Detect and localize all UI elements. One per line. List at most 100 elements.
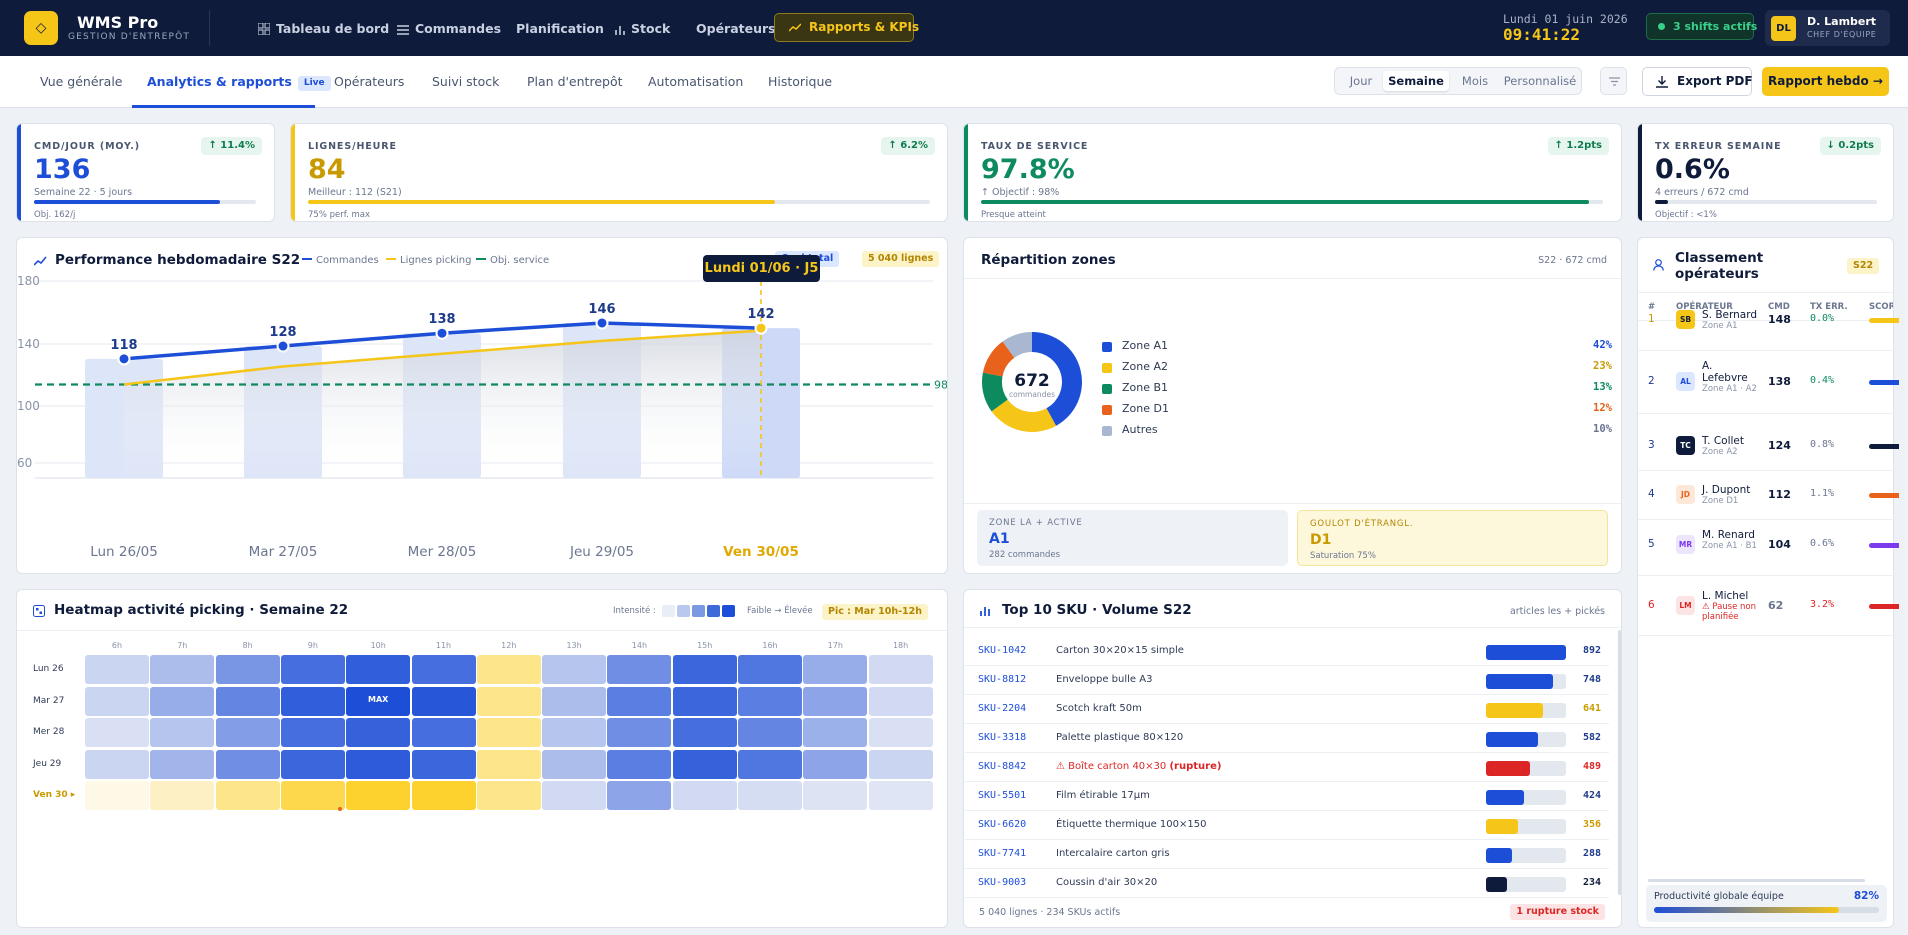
table-row[interactable]: SKU-9003 Coussin d'air 30×20 234	[965, 869, 1609, 898]
op-name[interactable]: S. Bernard	[1702, 309, 1758, 321]
heatmap-cell[interactable]	[672, 749, 737, 779]
heatmap-cell[interactable]: MAX	[346, 686, 411, 716]
heatmap-cell[interactable]	[868, 655, 933, 684]
shifts-badge[interactable]: 3 shifts actifs	[1646, 13, 1757, 40]
heatmap-cell[interactable]	[542, 749, 607, 779]
nav-planning[interactable]: Planification	[516, 16, 604, 42]
heatmap-cell[interactable]	[803, 718, 868, 747]
heatmap-cell[interactable]	[215, 686, 280, 716]
heatmap-cell[interactable]	[215, 655, 280, 684]
table-row[interactable]: SKU-8842 ⚠ Boîte carton 40×30 (rupture) 48…	[965, 753, 1609, 782]
point-commandes[interactable]	[595, 316, 609, 330]
op-name[interactable]: L. Michel	[1702, 590, 1749, 602]
heatmap-cell[interactable]	[738, 749, 802, 779]
table-row[interactable]: SKU-6620 Étiquette thermique 100×150 356	[965, 811, 1609, 840]
logo-icon[interactable]: ◇	[24, 11, 58, 45]
heatmap-cell[interactable]	[150, 686, 215, 716]
sku-code[interactable]: SKU-9003	[978, 877, 1027, 888]
heatmap-cell[interactable]	[607, 749, 672, 779]
tab-history[interactable]: Historique	[768, 74, 833, 89]
weekly-report-button[interactable]: Rapport hebdo →	[1762, 67, 1889, 96]
heatmap-cell[interactable]	[672, 686, 737, 716]
heatmap-cell[interactable]	[738, 781, 802, 810]
heatmap-cell[interactable]	[346, 655, 411, 684]
table-row[interactable]: SKU-1042 Carton 30×20×15 simple 892	[965, 637, 1609, 666]
heatmap-cell[interactable]	[346, 781, 411, 810]
heatmap-cell[interactable]	[803, 749, 868, 779]
heatmap-cell[interactable]	[738, 686, 802, 716]
tab-automation[interactable]: Automatisation	[648, 74, 744, 89]
donut-slice[interactable]	[1002, 332, 1032, 358]
table-row[interactable]: 1 SB S. Bernard Zone A1 148 0.0%	[1638, 289, 1899, 351]
heatmap-cell[interactable]	[868, 749, 933, 779]
donut-slice[interactable]	[1032, 332, 1082, 426]
heatmap-cell[interactable]	[85, 781, 149, 810]
tab-stock[interactable]: Suivi stock	[432, 74, 500, 89]
sku-code[interactable]: SKU-5501	[978, 790, 1027, 801]
point-commandes[interactable]	[435, 326, 449, 340]
sku-code[interactable]: SKU-6620	[978, 819, 1027, 830]
nav-operators[interactable]: Opérateurs	[696, 16, 776, 42]
heatmap-cell[interactable]	[215, 718, 280, 747]
heatmap-cell[interactable]	[672, 718, 737, 747]
heatmap-cell[interactable]	[150, 749, 215, 779]
heatmap-cell[interactable]	[150, 655, 215, 684]
heatmap-cell[interactable]	[411, 781, 476, 810]
tab-analytics[interactable]: Analytics & rapports Live	[147, 56, 331, 108]
tab-warehouse-plan[interactable]: Plan d'entrepôt	[527, 74, 623, 89]
scrollbar[interactable]	[1618, 630, 1621, 895]
table-row[interactable]: SKU-7741 Intercalaire carton gris 288	[965, 840, 1609, 869]
heatmap-cell[interactable]	[346, 718, 411, 747]
heatmap-cell[interactable]	[542, 655, 607, 684]
table-row[interactable]: SKU-3318 Palette plastique 80×120 582	[965, 724, 1609, 753]
heatmap-cell[interactable]	[280, 655, 345, 684]
heatmap-cell[interactable]	[280, 749, 345, 779]
heatmap-cell[interactable]	[542, 686, 607, 716]
heatmap-cell[interactable]	[868, 781, 933, 810]
op-name[interactable]: A. Lefebvre	[1702, 360, 1748, 384]
heatmap-cell[interactable]	[150, 718, 215, 747]
heatmap-cell[interactable]	[476, 655, 541, 684]
heatmap-cell[interactable]	[411, 686, 476, 716]
heatmap-cell[interactable]	[85, 655, 149, 684]
heatmap-cell[interactable]	[868, 686, 933, 716]
table-row[interactable]: SKU-8812 Enveloppe bulle A3 748	[965, 666, 1609, 695]
table-row[interactable]: SKU-5501 Film étirable 17μm 424	[965, 782, 1609, 811]
period-week[interactable]: Semaine	[1383, 71, 1449, 91]
table-row[interactable]: 3 TC T. Collet Zone A2 124 0.8%	[1638, 422, 1899, 471]
heatmap-cell[interactable]	[803, 781, 868, 810]
heatmap-cell[interactable]	[542, 718, 607, 747]
heatmap-cell[interactable]	[607, 655, 672, 684]
period-day[interactable]: Jour	[1349, 74, 1373, 88]
tab-operators[interactable]: Opérateurs	[334, 74, 405, 89]
nav-dashboard[interactable]: Tableau de bord	[257, 16, 389, 42]
export-pdf-button[interactable]: Export PDF	[1642, 67, 1753, 96]
heatmap-cell[interactable]	[542, 781, 607, 810]
donut-slice[interactable]	[991, 399, 1057, 432]
heatmap-cell[interactable]	[672, 655, 737, 684]
heatmap-cell[interactable]	[215, 749, 280, 779]
donut-slice[interactable]	[982, 372, 1008, 412]
sku-code[interactable]: SKU-2204	[978, 703, 1027, 714]
heatmap-cell[interactable]	[803, 686, 868, 716]
sku-code[interactable]: SKU-7741	[978, 848, 1027, 859]
sku-code[interactable]: SKU-8842	[978, 761, 1027, 772]
heatmap-cell[interactable]	[476, 781, 541, 810]
heatmap-cell[interactable]	[280, 686, 345, 716]
heatmap-cell[interactable]	[346, 749, 411, 779]
heatmap-cell[interactable]	[607, 781, 672, 810]
point-commandes[interactable]	[754, 321, 768, 335]
period-month[interactable]: Mois	[1461, 74, 1489, 88]
heatmap-cell[interactable]	[607, 718, 672, 747]
tab-overview[interactable]: Vue générale	[40, 74, 123, 89]
heatmap-cell[interactable]	[476, 686, 541, 716]
heatmap-cell[interactable]	[280, 781, 345, 810]
op-name[interactable]: T. Collet	[1702, 435, 1745, 447]
heatmap-cell[interactable]	[738, 655, 802, 684]
heatmap-cell[interactable]	[85, 718, 149, 747]
heatmap-cell[interactable]	[85, 749, 149, 779]
heatmap-cell[interactable]	[868, 718, 933, 747]
heatmap-cell[interactable]	[411, 718, 476, 747]
point-commandes[interactable]	[117, 352, 131, 366]
table-row[interactable]: 5 MR M. Renard Zone A1 · B1 104 0.6%	[1638, 515, 1899, 576]
